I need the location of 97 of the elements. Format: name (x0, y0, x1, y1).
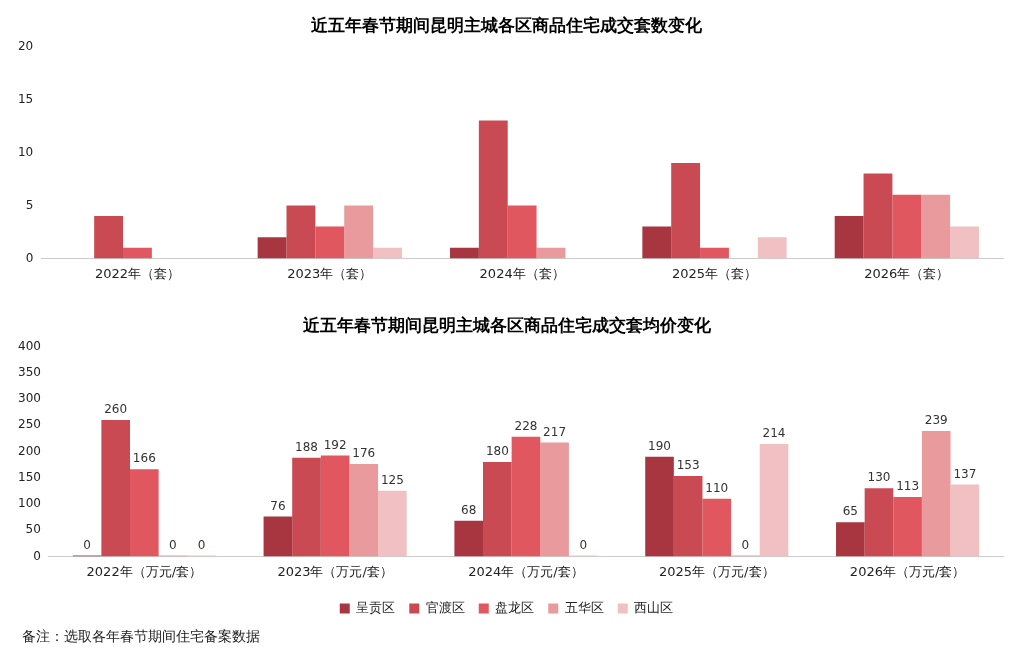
data-label: 68 (461, 502, 477, 517)
x-tick-label: 2026年（万元/套） (849, 563, 966, 579)
bar (921, 430, 951, 557)
y-tick-label: 300 (18, 391, 41, 406)
bar (700, 247, 729, 259)
data-label: 180 (485, 444, 509, 459)
legend-label: 西山区 (634, 599, 674, 615)
x-tick-label: 2024年（万元/套） (468, 563, 584, 579)
bar (836, 522, 865, 557)
bar (892, 194, 922, 259)
bar (507, 205, 537, 259)
data-label: 0 (197, 537, 206, 552)
bar (483, 461, 512, 557)
data-label: 76 (270, 498, 286, 513)
bar (757, 237, 787, 259)
bar (863, 173, 893, 259)
bar (759, 444, 789, 557)
text: 备注：选取各年春节期间住宅备案数据 (22, 628, 260, 646)
bar (454, 520, 484, 557)
bar (702, 498, 732, 557)
data-label: 0 (579, 537, 588, 552)
x-tick-label: 2025年（万元/套） (659, 563, 775, 579)
y-tick-label: 0 (25, 250, 34, 265)
data-label: 0 (169, 537, 177, 552)
bar (834, 216, 864, 259)
x-tick-label: 2022年（万元/套） (86, 563, 203, 579)
data-label: 65 (842, 504, 858, 519)
bar (101, 419, 130, 557)
data-label: 176 (352, 446, 376, 461)
legend-label: 五华区 (564, 599, 604, 615)
x-tick-label: 2026年（套） (864, 265, 950, 281)
bar (123, 247, 152, 259)
chart-title: 近五年春节期间昆明主城各区商品住宅成交套数变化 (310, 14, 703, 35)
data-label: 260 (104, 402, 128, 417)
bar (511, 436, 541, 557)
data-label: 137 (953, 466, 977, 481)
x-tick-label: 2023年（万元/套） (277, 563, 393, 579)
x-tick-label: 2025年（套） (671, 265, 758, 281)
data-label: 110 (705, 480, 729, 495)
bar (864, 488, 894, 557)
data-label: 188 (295, 439, 318, 454)
y-tick-label: 5 (25, 197, 34, 212)
bar (478, 120, 508, 259)
x-tick-label: 2024年（套） (479, 265, 565, 281)
y-tick-label: 150 (18, 469, 41, 484)
data-label: 239 (924, 413, 948, 428)
data-label: 130 (867, 470, 891, 485)
y-tick-label: 350 (18, 364, 41, 379)
bar (540, 442, 569, 557)
y-tick-label: 50 (25, 522, 41, 537)
bar (373, 247, 402, 259)
bar (257, 237, 287, 259)
bar (450, 247, 479, 259)
x-tick-label: 2023年（套） (287, 265, 373, 281)
y-tick-label: 10 (17, 144, 34, 159)
x-tick-label: 2022年（套） (94, 265, 180, 281)
y-tick-label: 200 (18, 443, 41, 458)
y-tick-label: 20 (17, 38, 34, 53)
bar (673, 476, 703, 557)
data-label: 192 (323, 437, 347, 452)
data-label: 190 (648, 438, 671, 453)
bar (642, 226, 672, 259)
bar (286, 205, 316, 259)
bar (349, 464, 379, 557)
legend-label: 官渡区 (425, 599, 465, 615)
legend-label: 呈贡区 (356, 599, 396, 615)
bar (130, 469, 159, 557)
data-label: 153 (676, 458, 700, 473)
bar (344, 205, 374, 259)
bar (320, 455, 350, 557)
data-label: 0 (741, 537, 750, 552)
bar (893, 497, 922, 557)
data-label: 228 (514, 418, 538, 433)
bar (94, 216, 124, 259)
legend-label: 盘龙区 (495, 599, 535, 615)
y-tick-label: 250 (18, 417, 41, 432)
data-label: 214 (762, 426, 786, 441)
data-label: 217 (543, 424, 567, 439)
data-label: 113 (896, 479, 920, 494)
bar (292, 457, 321, 557)
data-label: 0 (83, 537, 91, 552)
bar (671, 163, 701, 259)
y-tick-label: 100 (18, 496, 41, 511)
chart-title: 近五年春节期间昆明主城各区商品住宅成交套均价变化 (301, 314, 712, 335)
data-label: 125 (380, 472, 404, 487)
bar (645, 456, 674, 557)
y-tick-label: 15 (17, 91, 34, 106)
bar (315, 226, 345, 259)
bar (950, 226, 979, 259)
bar (263, 516, 293, 557)
bar (921, 194, 951, 259)
y-tick-label: 400 (18, 338, 41, 353)
y-tick-label: 0 (33, 548, 41, 563)
bar (536, 247, 566, 259)
bar (378, 490, 407, 557)
bar (950, 484, 980, 557)
data-label: 166 (132, 451, 156, 466)
